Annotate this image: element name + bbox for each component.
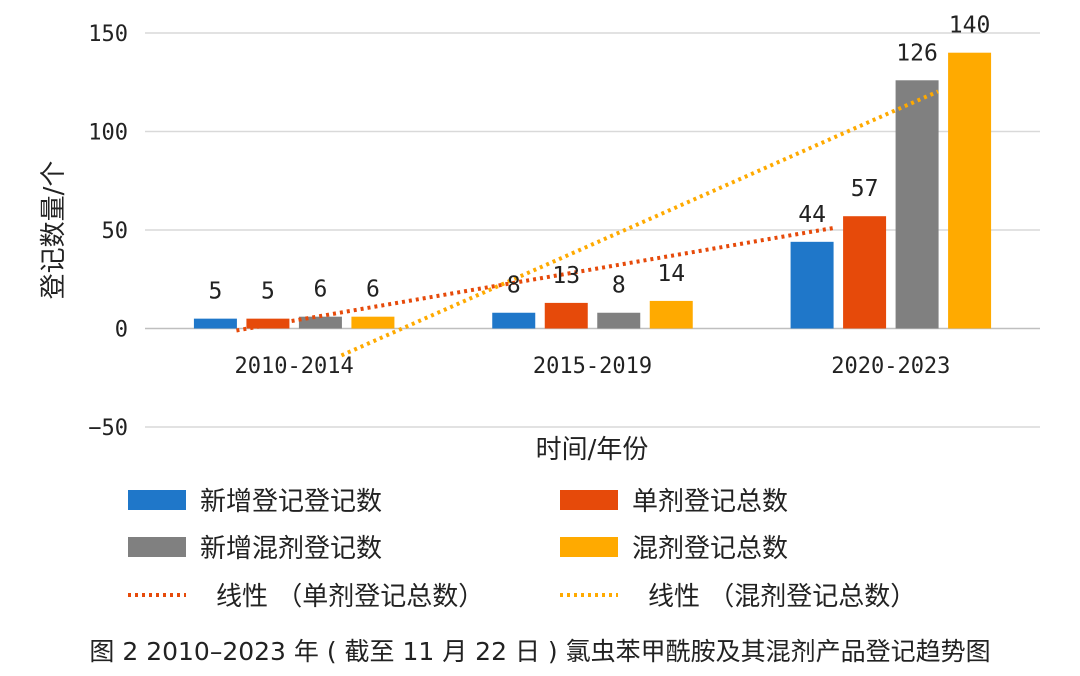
data-label: 6: [366, 277, 380, 303]
bar: [790, 241, 834, 329]
bar: [351, 316, 395, 329]
data-label: 13: [552, 263, 580, 289]
y-tick-label: −50: [88, 416, 128, 441]
legend-label: 混剂登记总数: [632, 534, 788, 564]
data-label: 5: [261, 279, 275, 305]
grid-lines: [145, 32, 1040, 428]
bar: [948, 52, 992, 329]
bar: [544, 302, 588, 329]
chart: −50 0 50 100 150 5 5 6 6 8 13 8 14 44 57 126 140 2010-2…: [39, 13, 1040, 612]
legend-swatch: [128, 490, 186, 510]
data-label: 5: [208, 279, 222, 305]
data-label: 8: [612, 273, 626, 299]
legend-label: 线性 （单剂登记总数）: [216, 582, 484, 612]
x-category-label: 2015-2019: [533, 354, 652, 379]
data-labels: 5 5 6 6 8 13 8 14 44 57 126 140: [208, 13, 990, 305]
legend-swatch: [128, 537, 186, 557]
data-label: 6: [313, 277, 327, 303]
x-category-label: 2020-2023: [831, 354, 950, 379]
y-axis-title: 登记数量/个: [39, 161, 69, 300]
trendline: [236, 226, 834, 333]
legend-swatch: [560, 537, 618, 557]
y-axis-ticks: −50 0 50 100 150: [88, 22, 128, 441]
data-label: 8: [507, 273, 521, 299]
bar: [895, 80, 939, 329]
legend-label: 线性 （混剂登记总数）: [648, 582, 916, 612]
legend-label: 单剂登记总数: [632, 487, 788, 517]
data-label: 57: [851, 176, 879, 202]
legend-swatch: [560, 490, 618, 510]
bar: [193, 318, 237, 329]
data-label: 140: [949, 13, 991, 39]
bar: [298, 316, 342, 329]
data-label: 14: [657, 261, 685, 287]
x-axis-categories: 2010-2014 2015-2019 2020-2023: [235, 354, 951, 379]
bar: [843, 216, 887, 329]
bar: [246, 318, 290, 329]
y-tick-label: 50: [102, 219, 129, 244]
y-tick-label: 150: [88, 22, 128, 47]
bar: [649, 300, 693, 329]
legend-label: 新增登记登记数: [200, 487, 382, 517]
x-axis-title: 时间/年份: [536, 435, 649, 465]
data-label: 126: [896, 40, 938, 66]
bar: [492, 312, 536, 329]
y-tick-label: 0: [115, 318, 128, 343]
bar: [597, 312, 641, 329]
figure-caption: 图 2 2010–2023 年 ( 截至 11 月 22 日 ) 氯虫苯甲酰胺及…: [89, 637, 991, 666]
y-tick-label: 100: [88, 121, 128, 146]
trendlines: [236, 89, 939, 358]
x-category-label: 2010-2014: [235, 354, 354, 379]
bars: [193, 52, 992, 329]
legend-label: 新增混剂登记数: [200, 534, 382, 564]
data-label: 44: [798, 202, 826, 228]
